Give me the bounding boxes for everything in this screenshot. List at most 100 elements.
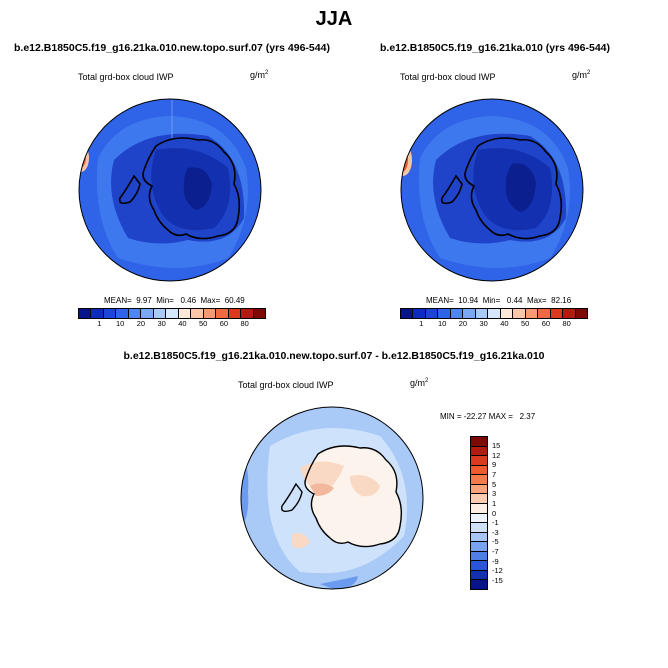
colorbar-swatch — [425, 309, 439, 318]
panel1-colorbar-ticks: 1 10 20 30 40 50 60 80 — [78, 319, 266, 328]
colorbar-swatch — [471, 551, 487, 562]
colorbar-swatch — [525, 309, 539, 318]
panel2-globe-outline — [400, 98, 584, 282]
colorbar-tick-label: -1 — [492, 518, 499, 528]
colorbar-tick-label: 5 — [492, 479, 497, 489]
panel1-colorbar: 1 10 20 30 40 50 60 80 — [78, 308, 266, 328]
colorbar-swatch — [538, 309, 551, 318]
colorbar-tick-label: -3 — [492, 527, 499, 537]
colorbar-swatch — [178, 309, 192, 318]
colorbar-tick-label: 80 — [562, 319, 571, 328]
colorbar-tick-label: 3 — [492, 489, 497, 499]
diff-hot-patch — [310, 483, 334, 496]
diff-pale-south — [300, 566, 372, 589]
main-title: JJA — [315, 8, 353, 30]
colorbar-swatch — [471, 542, 487, 552]
colorbar-swatch — [463, 309, 476, 318]
colorbar-swatch — [91, 309, 104, 318]
panel2-colorbar-ticks: 1 10 20 30 40 50 60 80 — [400, 319, 588, 328]
panel1-edge-hot — [79, 153, 82, 163]
colorbar-tick-label: 80 — [240, 319, 249, 328]
colorbar-swatch — [450, 309, 464, 318]
diff-units: g/m2 — [410, 378, 429, 388]
diff-polar-map — [240, 406, 424, 590]
panel2-stats: MEAN= 10.94 Min= 0.44 Max= 82.16 — [426, 296, 572, 305]
panel1-variable-label: Total grd-box cloud IWP — [78, 72, 174, 82]
colorbar-swatch — [575, 309, 588, 318]
colorbar-tick-label: 50 — [198, 319, 208, 328]
colorbar-tick-label: 30 — [479, 319, 488, 328]
colorbar-tick-label: 60 — [219, 319, 229, 328]
colorbar-swatch — [471, 465, 487, 476]
colorbar-tick-label: 20 — [458, 319, 468, 328]
colorbar-tick-label: 1 — [492, 498, 497, 508]
panel2-edge-hot — [401, 154, 404, 166]
colorbar-swatch — [500, 309, 514, 318]
panel1-deep-field — [183, 167, 212, 210]
colorbar-swatch — [513, 309, 526, 318]
panel2-deep-field — [505, 163, 536, 212]
diff-colorbar: 15 12 9 7 5 3 1 0 -1 -3 -5 -7 -9 -12 -15 — [470, 436, 503, 590]
colorbar-swatch — [471, 484, 487, 495]
panel1-case-title: b.e12.B1850C5.f19_g16.21ka.010.new.topo.… — [14, 42, 330, 54]
colorbar-tick-label: 9 — [492, 460, 497, 470]
diff-stats: MIN = -22.27 MAX = 2.37 — [440, 412, 536, 421]
colorbar-swatch — [563, 309, 576, 318]
panel1-stats: MEAN= 9.97 Min= 0.46 Max= 60.49 — [104, 296, 245, 305]
colorbar-swatch — [471, 503, 487, 514]
colorbar-tick-label: -5 — [492, 537, 499, 547]
colorbar-tick-label: -7 — [492, 547, 499, 556]
colorbar-swatch — [241, 309, 254, 318]
colorbar-swatch — [116, 309, 129, 318]
colorbar-swatch — [166, 309, 179, 318]
diff-blue-south — [320, 576, 358, 589]
diff-coastline — [281, 445, 403, 548]
colorbar-tick-label: 30 — [157, 319, 166, 328]
panel2-units: g/m2 — [572, 70, 591, 80]
colorbar-swatch — [216, 309, 229, 318]
colorbar-swatch — [191, 309, 204, 318]
panel1-coastline — [118, 137, 241, 240]
colorbar-swatch — [471, 475, 487, 485]
colorbar-swatch — [79, 309, 92, 318]
colorbar-swatch — [103, 309, 117, 318]
panel1-units: g/m2 — [250, 70, 269, 80]
colorbar-swatch — [253, 309, 266, 318]
colorbar-swatch — [141, 309, 154, 318]
colorbar-swatch — [488, 309, 501, 318]
colorbar-swatch — [550, 309, 564, 318]
colorbar-swatch — [471, 456, 487, 466]
colorbar-swatch — [203, 309, 217, 318]
colorbar-tick-label: -12 — [492, 566, 503, 576]
panel2-variable-label: Total grd-box cloud IWP — [400, 72, 496, 82]
colorbar-tick-label: 10 — [115, 319, 125, 328]
panel1-edge-warm — [79, 148, 86, 168]
colorbar-tick-label: 60 — [541, 319, 551, 328]
colorbar-tick-label: 20 — [136, 319, 146, 328]
diff-colorbar-swatches — [470, 436, 488, 590]
diff-warm-patches — [292, 461, 380, 549]
panel1-polar-map — [78, 98, 262, 282]
panel1-globe-outline — [78, 98, 262, 282]
colorbar-swatch — [153, 309, 167, 318]
colorbar-swatch — [475, 309, 489, 318]
panel2-colorbar-swatches — [400, 308, 588, 319]
colorbar-swatch — [471, 446, 487, 457]
colorbar-swatch — [401, 309, 414, 318]
panel2-coastline — [440, 137, 563, 240]
colorbar-swatch — [471, 561, 487, 571]
colorbar-swatch — [471, 494, 487, 504]
colorbar-swatch — [471, 580, 487, 589]
panel1-edge-light — [79, 144, 89, 172]
colorbar-swatch — [471, 532, 487, 543]
colorbar-tick-label: 15 — [492, 441, 501, 451]
colorbar-tick-label: 12 — [492, 450, 501, 460]
colorbar-tick-label: 7 — [492, 470, 497, 479]
colorbar-tick-label: 50 — [520, 319, 530, 328]
colorbar-tick-label: 0 — [492, 508, 497, 518]
colorbar-tick-label: -9 — [492, 556, 499, 566]
colorbar-swatch — [471, 513, 487, 524]
colorbar-swatch — [228, 309, 242, 318]
colorbar-tick-label: -15 — [492, 575, 503, 585]
panel2-colorbar: 1 10 20 30 40 50 60 80 — [400, 308, 588, 328]
